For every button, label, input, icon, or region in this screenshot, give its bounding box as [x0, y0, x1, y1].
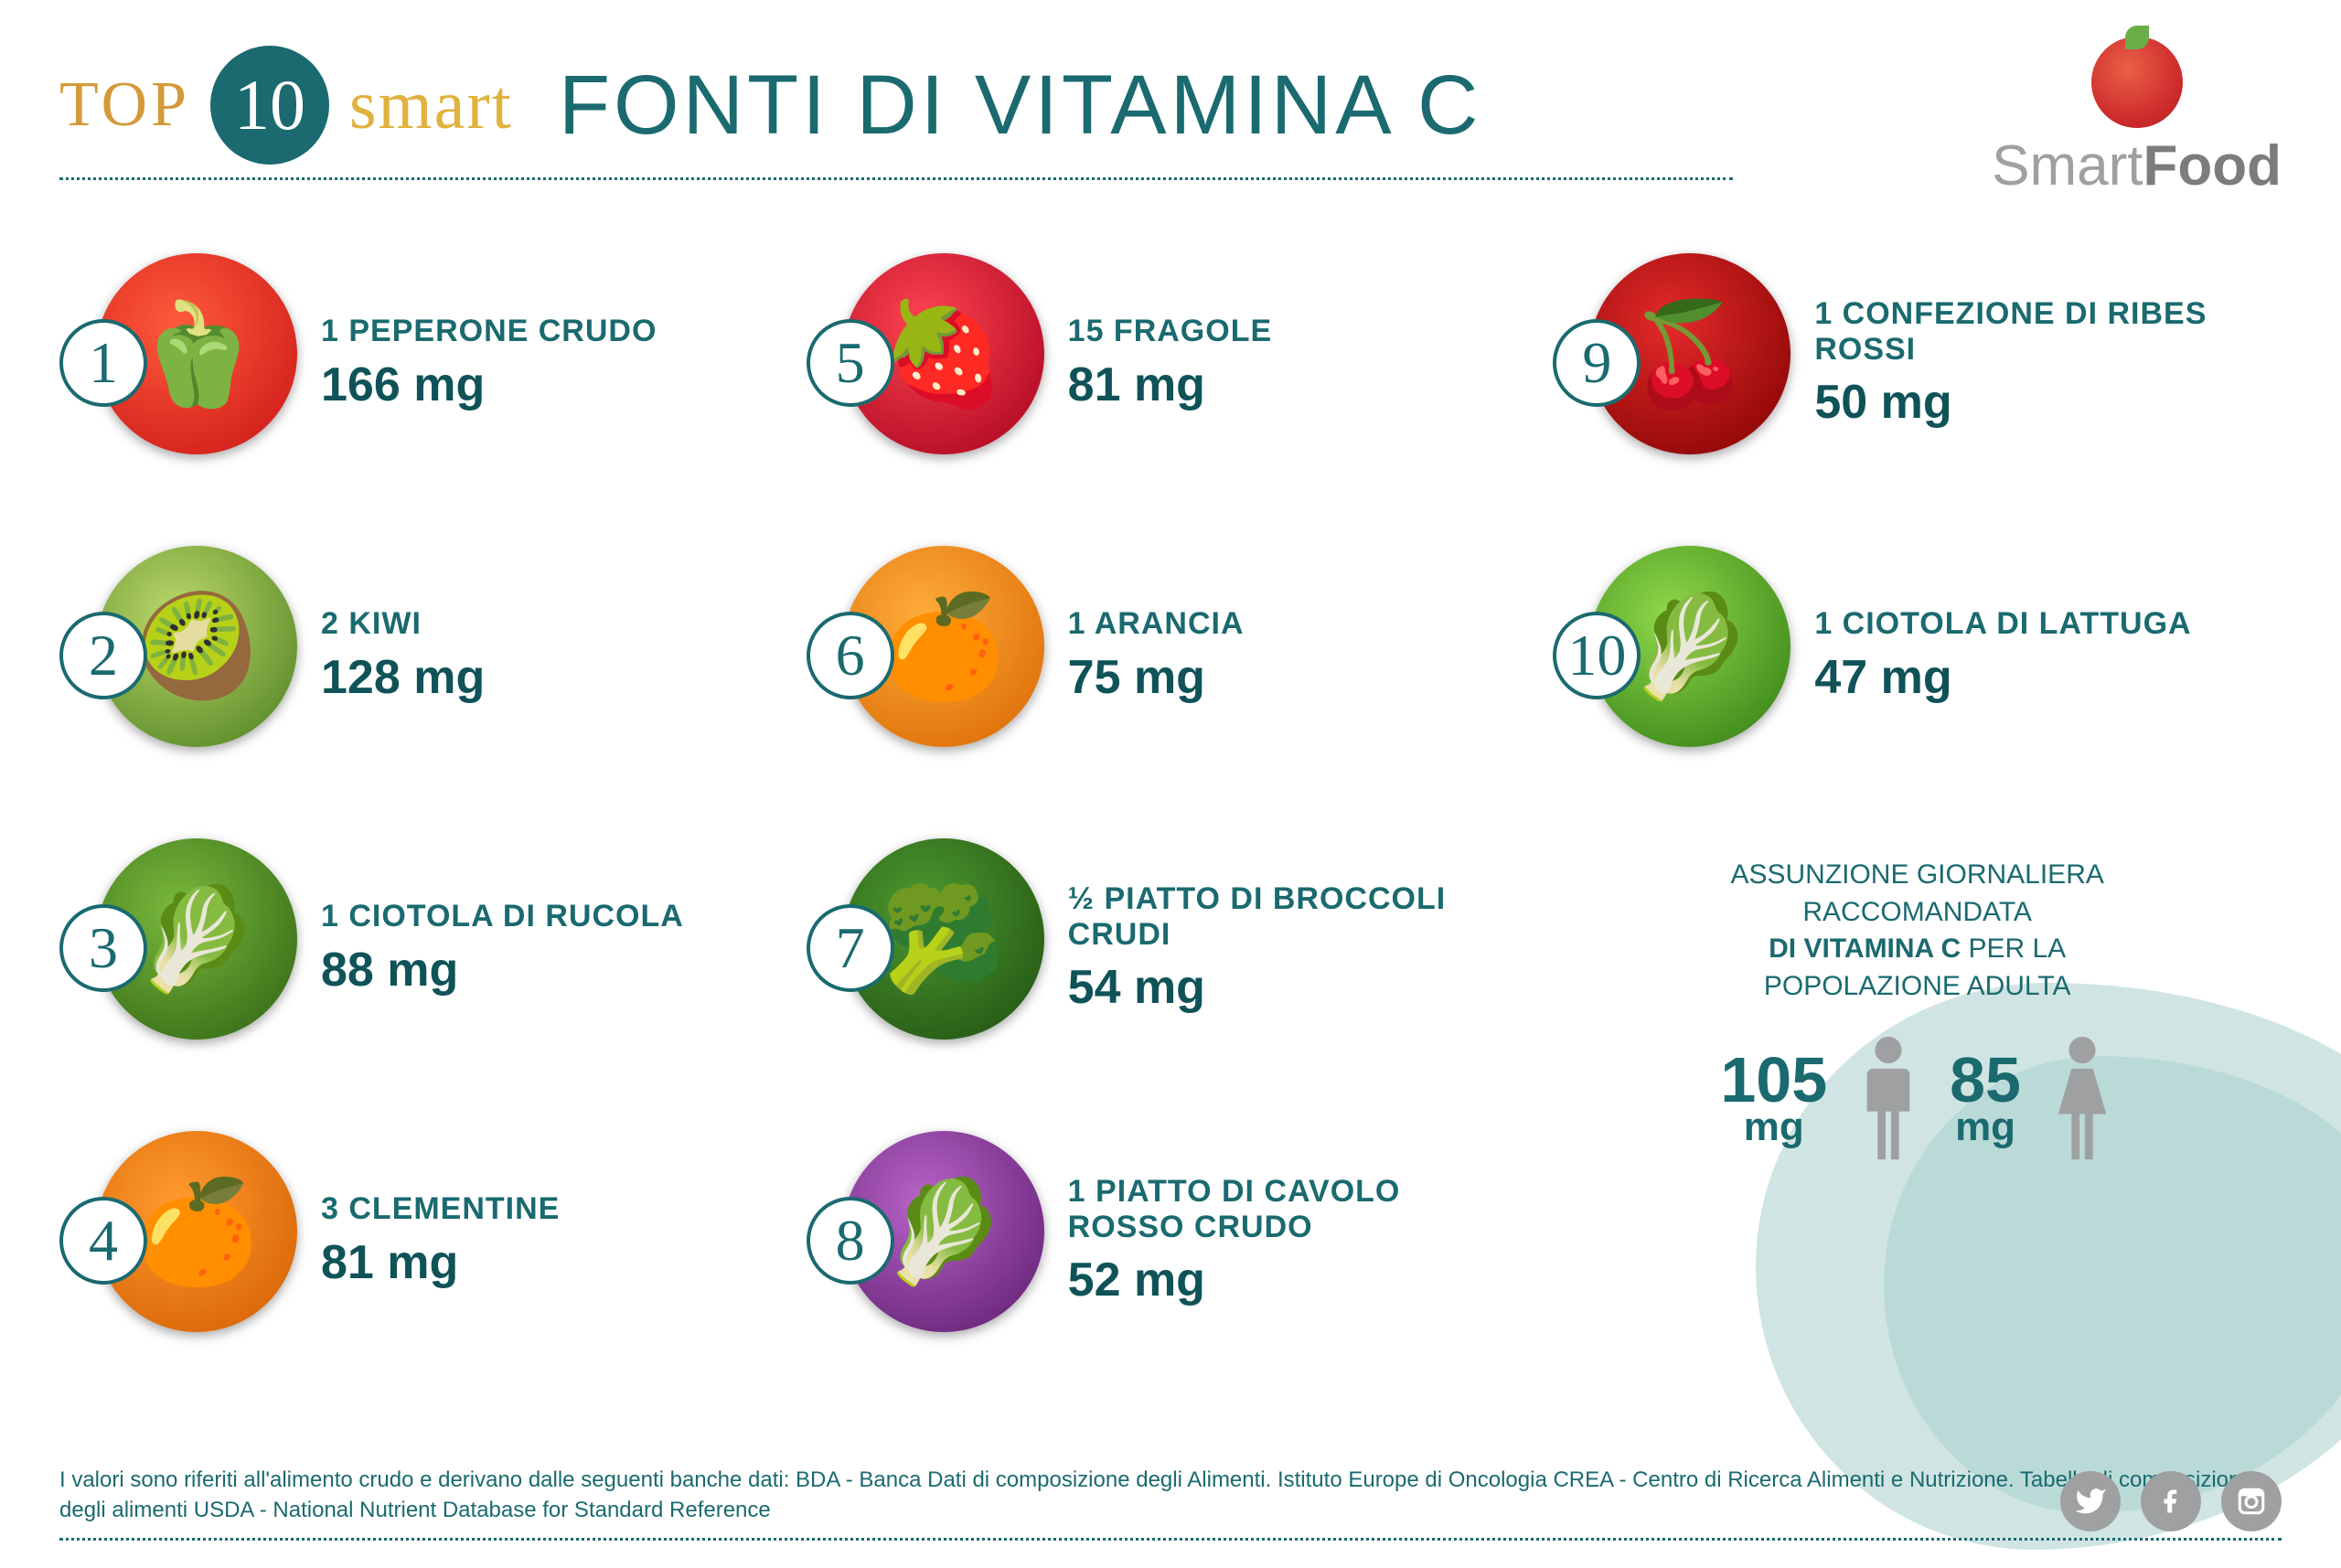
- food-badge: 🥦 7: [807, 838, 1044, 1058]
- logo-text-smart: Smart: [1992, 134, 2143, 197]
- food-value: 50 mg: [1814, 375, 2272, 430]
- food-badge: 🍓 5: [807, 253, 1044, 473]
- food-item: 🥝 2 2 KIWI 128 mg: [59, 528, 788, 784]
- food-value: 47 mg: [1814, 650, 2191, 705]
- twitter-icon[interactable]: [2060, 1471, 2121, 1531]
- food-item: 🫑 1 1 PEPERONE CRUDO 166 mg: [59, 235, 788, 491]
- food-value: 81 mg: [1068, 357, 1272, 412]
- food-item: 🥬 8 1 PIATTO DI CAVOLO ROSSO CRUDO 52 mg: [807, 1113, 1535, 1369]
- rank-badge: 5: [807, 319, 894, 407]
- food-text: ½ PIATTO DI BROCCOLI CRUDI 54 mg: [1068, 881, 1535, 1015]
- food-text: 3 CLEMENTINE 81 mg: [321, 1191, 569, 1289]
- food-value: 88 mg: [321, 943, 684, 997]
- male-icon: [1856, 1034, 1920, 1162]
- foods-grid: 🫑 1 1 PEPERONE CRUDO 166 mg 🍓 5 15 FRAGO…: [59, 235, 2282, 1369]
- instagram-icon[interactable]: [2221, 1471, 2282, 1531]
- rank-badge: 9: [1553, 319, 1641, 407]
- food-value: 81 mg: [321, 1235, 560, 1290]
- food-text: 1 PIATTO DI CAVOLO ROSSO CRUDO 52 mg: [1068, 1174, 1535, 1307]
- rank-badge: 6: [807, 612, 894, 699]
- food-text: 1 PEPERONE CRUDO 166 mg: [321, 314, 666, 411]
- food-value: 166 mg: [321, 357, 657, 412]
- rank-badge: 10: [1553, 612, 1641, 699]
- footer: I valori sono riferiti all'alimento crud…: [59, 1466, 2282, 1541]
- food-item: 🍊 4 3 CLEMENTINE 81 mg: [59, 1113, 788, 1369]
- food-label: 1 PEPERONE CRUDO: [321, 314, 657, 349]
- logo-text-food: Food: [2143, 134, 2282, 197]
- food-item: 🍓 5 15 FRAGOLE 81 mg: [807, 235, 1535, 491]
- reco-content: ASSUNZIONE GIORNALIERARACCOMANDATA DI VI…: [1553, 820, 2282, 1162]
- rank-badge: 1: [59, 319, 147, 407]
- recommended-intake: ASSUNZIONE GIORNALIERARACCOMANDATA DI VI…: [1553, 820, 2282, 1369]
- food-badge: 🫑 1: [59, 253, 297, 473]
- main-title: FONTI DI VITAMINA C: [559, 58, 1482, 154]
- rank-badge: 7: [807, 904, 894, 992]
- food-label: 15 FRAGOLE: [1068, 314, 1272, 349]
- food-badge: 🍒 9: [1553, 253, 1790, 473]
- food-item: 🥬 10 1 CIOTOLA DI LATTUGA 47 mg: [1553, 528, 2282, 784]
- reco-female-value: 85mg: [1950, 1051, 2021, 1146]
- reco-values: 105mg 85mg: [1553, 1034, 2282, 1162]
- food-badge: 🥬 8: [807, 1131, 1044, 1350]
- brand-logo: SmartFood: [1992, 37, 2282, 198]
- food-label: 1 ARANCIA: [1068, 606, 1245, 642]
- food-label: 1 CONFEZIONE DI RIBES ROSSI: [1814, 296, 2272, 368]
- food-value: 128 mg: [321, 650, 485, 705]
- logo-strawberry-icon: [2091, 37, 2183, 128]
- footer-text: I valori sono riferiti all'alimento crud…: [59, 1466, 2282, 1525]
- title-block: TOP 10 smart FONTI DI VITAMINA C: [59, 46, 1733, 165]
- logo-text: SmartFood: [1992, 133, 2282, 198]
- food-label: 1 CIOTOLA DI RUCOLA: [321, 899, 684, 934]
- food-badge: 🥬 10: [1553, 546, 1790, 765]
- rank-badge: 3: [59, 904, 147, 992]
- food-label: 1 PIATTO DI CAVOLO ROSSO CRUDO: [1068, 1174, 1526, 1245]
- food-badge: 🥬 3: [59, 838, 297, 1058]
- footer-divider: [59, 1538, 2282, 1541]
- food-value: 52 mg: [1068, 1253, 1526, 1307]
- food-text: 1 CIOTOLA DI RUCOLA 88 mg: [321, 899, 693, 997]
- food-value: 75 mg: [1068, 650, 1245, 705]
- food-text: 2 KIWI 128 mg: [321, 606, 494, 704]
- reco-male-value: 105mg: [1720, 1051, 1827, 1146]
- food-label: ½ PIATTO DI BROCCOLI CRUDI: [1068, 881, 1526, 953]
- female-icon: [2050, 1034, 2114, 1162]
- food-label: 3 CLEMENTINE: [321, 1191, 560, 1227]
- food-badge: 🍊 6: [807, 546, 1044, 765]
- header-divider: [59, 177, 1733, 180]
- food-text: 1 CONFEZIONE DI RIBES ROSSI 50 mg: [1814, 296, 2282, 430]
- food-badge: 🍊 4: [59, 1131, 297, 1350]
- food-badge: 🥝 2: [59, 546, 297, 765]
- smart-word: smart: [349, 66, 513, 145]
- rank-badge: 4: [59, 1197, 147, 1285]
- top-word: TOP: [59, 69, 190, 142]
- reco-text: ASSUNZIONE GIORNALIERARACCOMANDATA DI VI…: [1553, 857, 2282, 1005]
- food-text: 1 ARANCIA 75 mg: [1068, 606, 1254, 704]
- big-10-badge: 10: [210, 46, 329, 165]
- food-text: 1 CIOTOLA DI LATTUGA 47 mg: [1814, 606, 2200, 704]
- facebook-icon[interactable]: [2141, 1471, 2201, 1531]
- food-label: 1 CIOTOLA DI LATTUGA: [1814, 606, 2191, 642]
- food-text: 15 FRAGOLE 81 mg: [1068, 314, 1281, 411]
- food-item: 🥬 3 1 CIOTOLA DI RUCOLA 88 mg: [59, 820, 788, 1076]
- food-value: 54 mg: [1068, 960, 1526, 1015]
- food-label: 2 KIWI: [321, 606, 485, 642]
- food-item: 🥦 7 ½ PIATTO DI BROCCOLI CRUDI 54 mg: [807, 820, 1535, 1076]
- rank-badge: 8: [807, 1197, 894, 1285]
- food-item: 🍊 6 1 ARANCIA 75 mg: [807, 528, 1535, 784]
- rank-badge: 2: [59, 612, 147, 699]
- social-icons: [2060, 1471, 2282, 1531]
- header: TOP 10 smart FONTI DI VITAMINA C SmartFo…: [59, 46, 2282, 235]
- food-item: 🍒 9 1 CONFEZIONE DI RIBES ROSSI 50 mg: [1553, 235, 2282, 491]
